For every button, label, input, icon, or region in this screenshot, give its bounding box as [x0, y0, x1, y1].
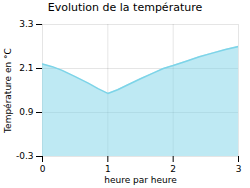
- svg-text:3.3: 3.3: [19, 19, 33, 29]
- svg-text:2: 2: [170, 164, 176, 174]
- svg-text:heure par heure: heure par heure: [104, 175, 177, 185]
- svg-text:1: 1: [105, 164, 111, 174]
- html-text:Evolution de la température: Evolution de la température: [47, 1, 203, 14]
- svg-text:-0.3: -0.3: [16, 151, 34, 161]
- svg-text:0.9: 0.9: [19, 107, 34, 117]
- svg-text:Température en °C: Température en °C: [3, 48, 13, 134]
- svg-text:3: 3: [236, 164, 242, 174]
- svg-text:0: 0: [40, 164, 46, 174]
- svg-text:2.1: 2.1: [19, 63, 33, 73]
